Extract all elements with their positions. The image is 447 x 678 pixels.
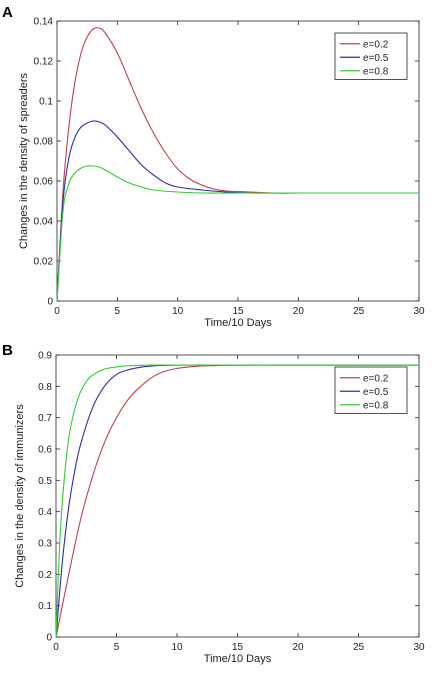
legend-a: e=0.2 e=0.5 e=0.8 <box>334 32 408 80</box>
y-tick-label: 0.12 <box>34 57 54 68</box>
series-line-e-0-8 <box>56 165 419 302</box>
x-tick-label: 10 <box>172 306 184 317</box>
legend-entry: e=0.8 <box>363 400 389 411</box>
y-tick-label: 0.5 <box>38 476 52 487</box>
x-tick-label: 15 <box>232 642 244 653</box>
x-axis-title-a: Time/10 Days <box>204 317 272 329</box>
x-tick-label: 15 <box>232 306 244 317</box>
x-tick-label: 0 <box>53 642 59 653</box>
y-tick-label: 0.2 <box>38 570 52 581</box>
panel-label-a: A <box>2 4 13 21</box>
y-tick-label: 0.9 <box>38 351 52 362</box>
panel-b: B 0 0.1 0.2 0.3 0.4 0.5 0.6 0.7 0.8 0.9 0 5 10 15 20 2… <box>2 342 425 665</box>
y-tick-label: 0.7 <box>38 413 52 424</box>
panel-a: A 0 0.02 0.04 0.06 0.08 0.1 0.12 0.14 0 5 10 15 20 2… <box>2 4 425 329</box>
series-lines-b <box>55 364 419 638</box>
legend-entry: e=0.2 <box>363 39 389 50</box>
x-tick-label: 25 <box>353 306 365 317</box>
x-tick-label: 20 <box>293 306 305 317</box>
legend-entry: e=0.5 <box>363 53 389 64</box>
y-tick-label: 0 <box>47 297 53 308</box>
legend-entry: e=0.5 <box>363 387 389 398</box>
y-tick-label: 0.8 <box>38 382 52 393</box>
x-axis-a: 0 5 10 15 20 25 30 <box>54 21 425 317</box>
x-axis-title-b: Time/10 Days <box>204 653 272 665</box>
legend-b: e=0.2 e=0.5 e=0.8 <box>334 366 408 414</box>
y-axis-b: 0 0.1 0.2 0.3 0.4 0.5 0.6 0.7 0.8 0.9 <box>38 351 419 644</box>
y-tick-label: 0.02 <box>34 257 54 268</box>
legend-box <box>334 366 408 414</box>
panel-label-b: B <box>2 342 13 359</box>
x-axis-b: 0 5 10 15 20 25 30 <box>53 355 425 653</box>
y-tick-label: 0.4 <box>38 507 52 518</box>
y-axis-a: 0 0.02 0.04 0.06 0.08 0.1 0.12 0.14 <box>34 17 419 308</box>
y-tick-label: 0 <box>46 633 52 644</box>
y-tick-label: 0.08 <box>34 137 54 148</box>
x-tick-label: 10 <box>171 642 183 653</box>
y-axis-title-b: Changes in the density of immunizers <box>14 404 26 588</box>
legend-box <box>334 32 408 80</box>
x-tick-label: 20 <box>292 642 304 653</box>
y-tick-label: 0.04 <box>34 217 54 228</box>
series-line-e-0-8 <box>55 364 419 638</box>
y-tick-label: 0.14 <box>34 17 54 28</box>
y-tick-label: 0.1 <box>39 97 53 108</box>
x-tick-label: 0 <box>54 306 60 317</box>
y-axis-title-a: Changes in the density of spreaders <box>18 72 30 249</box>
y-tick-label: 0.3 <box>38 539 52 550</box>
series-lines-a <box>56 27 419 302</box>
y-tick-label: 0.6 <box>38 445 52 456</box>
x-tick-label: 5 <box>115 306 121 317</box>
y-tick-label: 0.06 <box>34 177 54 188</box>
y-tick-label: 0.1 <box>38 601 52 612</box>
legend-entry: e=0.8 <box>363 66 389 77</box>
x-tick-label: 5 <box>114 642 120 653</box>
x-tick-label: 30 <box>413 306 425 317</box>
series-line-e-0-2 <box>56 27 419 302</box>
legend-entry: e=0.2 <box>363 373 389 384</box>
x-tick-label: 25 <box>353 642 365 653</box>
x-tick-label: 30 <box>413 642 425 653</box>
